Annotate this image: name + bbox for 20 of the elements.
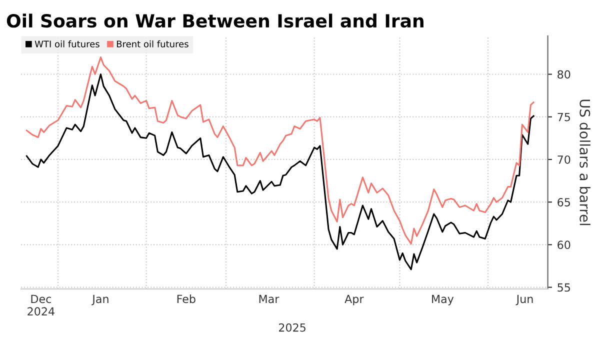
y-tick-label: 70 bbox=[558, 155, 570, 164]
x-tick-label: Mar bbox=[259, 294, 280, 304]
line-series bbox=[26, 56, 534, 245]
x-tick-label: Jan bbox=[92, 294, 108, 306]
line-series bbox=[26, 73, 534, 270]
y-tick-label: 60 bbox=[558, 240, 570, 250]
x-tick-label: Feb bbox=[177, 294, 196, 304]
x-tick-label: May bbox=[432, 294, 454, 306]
legend-label: Brent oil futures bbox=[116, 40, 188, 48]
y-tick-label: 80 bbox=[558, 70, 570, 79]
chart-title: Oil Soars on War Between Israel and Iran bbox=[6, 14, 424, 28]
legend-label: WTI oil futures bbox=[34, 40, 100, 48]
y-axis-title: US dollars a barrel bbox=[580, 100, 590, 226]
x-tick-label: Dec 2024 bbox=[28, 294, 54, 316]
x-tick-label: Apr bbox=[344, 294, 364, 306]
y-tick-label: 65 bbox=[558, 198, 570, 206]
y-tick-label: 75 bbox=[558, 112, 570, 122]
y-tick-label: 55 bbox=[558, 283, 570, 292]
x-tick-label: Jun bbox=[516, 294, 533, 306]
text: 2025 bbox=[278, 323, 306, 332]
